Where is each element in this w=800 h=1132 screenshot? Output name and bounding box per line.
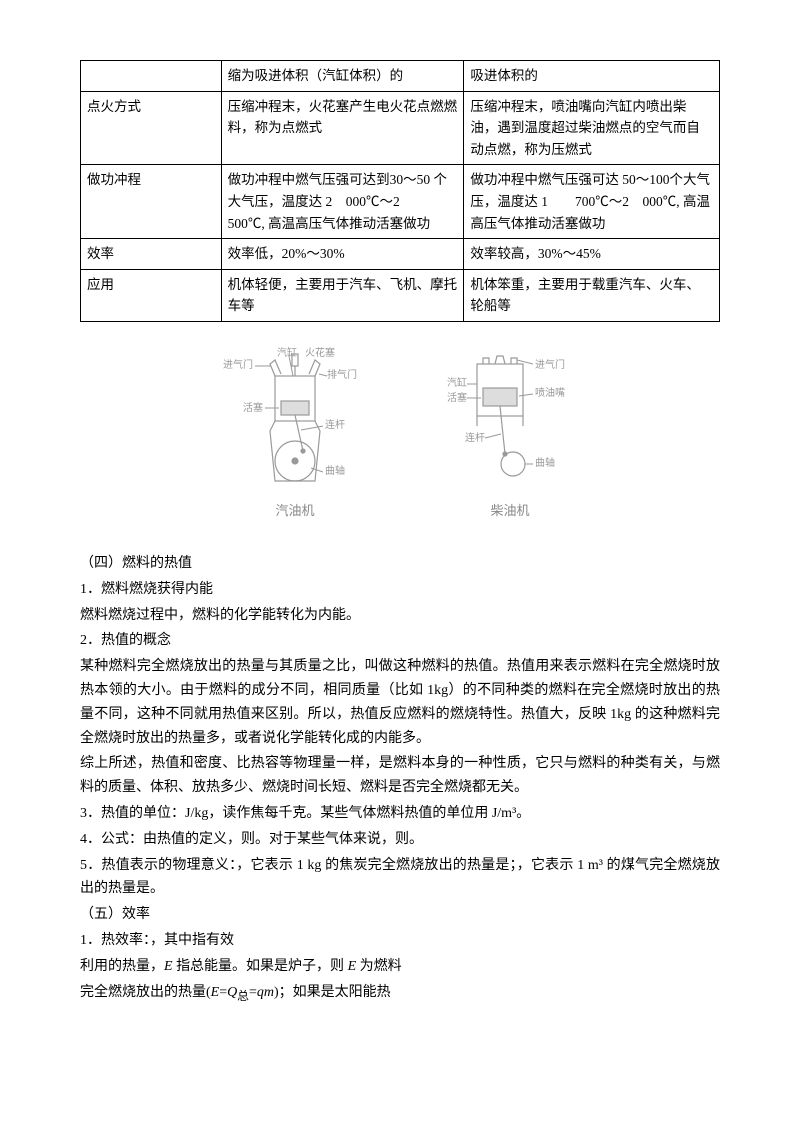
cell: 机体轻便，主要用于汽车、飞机、摩托车等 <box>221 269 464 321</box>
label-piston: 活塞 <box>447 391 467 404</box>
cell: 做功冲程中燃气压强可达到30～50 个大气压，温度达 2 000℃～2 500℃… <box>221 165 464 239</box>
table-row: 做功冲程 做功冲程中燃气压强可达到30～50 个大气压，温度达 2 000℃～2… <box>81 165 720 239</box>
p: 燃料燃烧过程中，燃料的化学能转化为内能。 <box>80 604 720 628</box>
p: 综上所述，热值和密度、比热容等物理量一样，是燃料本身的一种性质，它只与燃料的种类… <box>80 752 720 800</box>
section-5-heading: （五）效率 <box>80 903 720 927</box>
label-intake: 进气门 <box>535 358 565 371</box>
gasoline-engine-figure: 汽缸 火花塞 进气门 排气门 活塞 连杆 曲轴 汽油机 <box>215 346 375 522</box>
label-sparkplug: 火花塞 <box>305 346 335 359</box>
cell: 效率 <box>81 239 222 270</box>
cell: 压缩冲程末，火花塞产生电火花点燃燃料，称为点燃式 <box>221 91 464 165</box>
cell: 做功冲程 <box>81 165 222 239</box>
table-row: 点火方式 压缩冲程末，火花塞产生电火花点燃燃料，称为点燃式 压缩冲程末，喷油嘴向… <box>81 91 720 165</box>
caption-diesel: 柴油机 <box>490 500 529 522</box>
cell: 效率低，20%～30% <box>221 239 464 270</box>
caption-gasoline: 汽油机 <box>275 500 314 522</box>
p: 完全燃烧放出的热量(E=Q总=qm)；如果是太阳能热 <box>80 981 720 1007</box>
body-text: （四）燃料的热值 1．燃料燃烧获得内能 燃料燃烧过程中，燃料的化学能转化为内能。… <box>80 552 720 1006</box>
p: 利用的热量，E 指总能量。如果是炉子，则 E 为燃料 <box>80 955 720 979</box>
cell: 做功冲程中燃气压强可达 50～100个大气压，温度达 1 700℃～2 000℃… <box>464 165 720 239</box>
cell: 吸进体积的 <box>464 61 720 92</box>
p: 2．热值的概念 <box>80 629 720 653</box>
diesel-engine-figure: 进气门 汽缸 活塞 喷油嘴 连杆 曲轴 柴油机 <box>435 346 585 522</box>
table-row: 应用 机体轻便，主要用于汽车、飞机、摩托车等 机体笨重，主要用于载重汽车、火车、… <box>81 269 720 321</box>
p: 1．热效率：，其中指有效 <box>80 929 720 953</box>
label-injector: 喷油嘴 <box>535 386 565 399</box>
label-crank: 曲轴 <box>535 456 555 469</box>
comparison-table: 缩为吸进体积（汽缸体积）的 吸进体积的 点火方式 压缩冲程末，火花塞产生电火花点… <box>80 60 720 322</box>
label-cylinder: 汽缸 <box>277 346 297 359</box>
p: 1．燃料燃烧获得内能 <box>80 578 720 602</box>
label-rod: 连杆 <box>325 418 345 431</box>
table-row: 效率 效率低，20%～30% 效率较高，30%～45% <box>81 239 720 270</box>
cell: 应用 <box>81 269 222 321</box>
cell: 机体笨重，主要用于载重汽车、火车、轮船等 <box>464 269 720 321</box>
gasoline-engine-icon: 汽缸 火花塞 进气门 排气门 活塞 连杆 曲轴 <box>215 346 375 496</box>
label-intake: 进气门 <box>223 358 253 371</box>
label-cylinder: 汽缸 <box>447 376 467 389</box>
diesel-engine-icon: 进气门 汽缸 活塞 喷油嘴 连杆 曲轴 <box>435 346 585 496</box>
table-row: 缩为吸进体积（汽缸体积）的 吸进体积的 <box>81 61 720 92</box>
engine-figures: 汽缸 火花塞 进气门 排气门 活塞 连杆 曲轴 汽油机 <box>80 346 720 522</box>
cell: 效率较高，30%～45% <box>464 239 720 270</box>
label-piston: 活塞 <box>243 401 263 414</box>
section-4-heading: （四）燃料的热值 <box>80 552 720 576</box>
cell: 压缩冲程末，喷油嘴向汽缸内喷出柴油，遇到温度超过柴油燃点的空气而自动点燃，称为压… <box>464 91 720 165</box>
cell <box>81 61 222 92</box>
p: 某种燃料完全燃烧放出的热量与其质量之比，叫做这种燃料的热值。热值用来表示燃料在完… <box>80 655 720 750</box>
p: 5．热值表示的物理意义：，它表示 1 kg 的焦炭完全燃烧放出的热量是；，它表示… <box>80 854 720 902</box>
p: 4．公式：由热值的定义，则。对于某些气体来说，则。 <box>80 828 720 852</box>
label-exhaust: 排气门 <box>327 368 357 381</box>
cell: 缩为吸进体积（汽缸体积）的 <box>221 61 464 92</box>
p: 3．热值的单位：J/kg，读作焦每千克。某些气体燃料热值的单位用 J/m³。 <box>80 802 720 826</box>
cell: 点火方式 <box>81 91 222 165</box>
label-crank: 曲轴 <box>325 464 345 477</box>
label-rod: 连杆 <box>465 431 485 444</box>
